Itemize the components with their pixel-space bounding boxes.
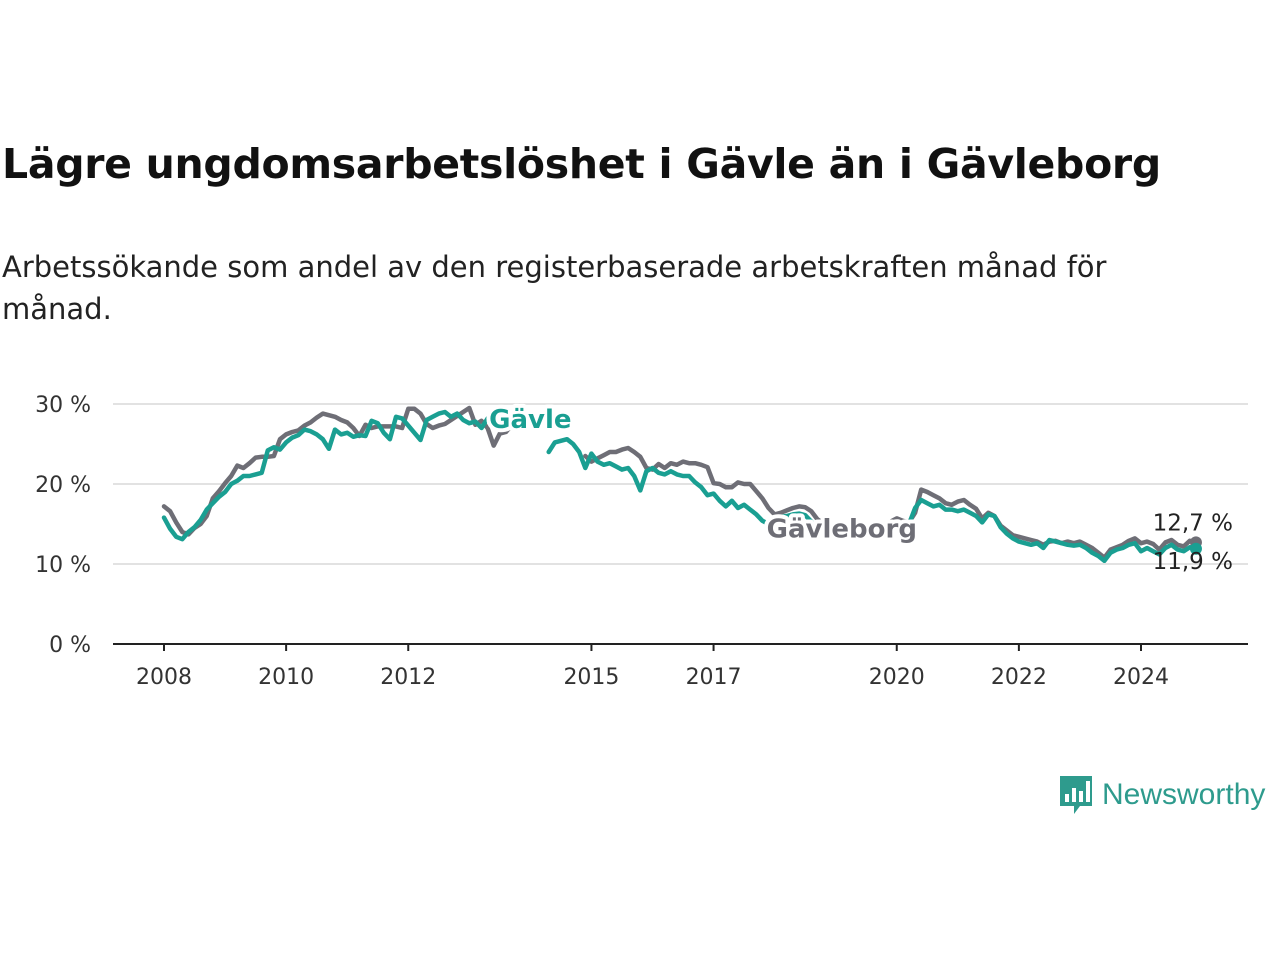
- x-tick-label: 2022: [991, 665, 1047, 690]
- series-line-gavle: [161, 409, 521, 542]
- grid-lines: [113, 403, 1248, 645]
- brand-name: Newsworthy: [1102, 778, 1266, 811]
- series-name-label-gavleborg: Gävleborg: [767, 515, 917, 545]
- series-line-gavleborg: [583, 445, 826, 526]
- y-tick-label: 20 %: [35, 473, 91, 498]
- series-name-halo-gavle: Gävle: [489, 405, 571, 435]
- x-tick-label: 2024: [1113, 665, 1169, 690]
- y-tick-label: 10 %: [35, 553, 91, 578]
- series-end-point-gavle: [1189, 542, 1202, 555]
- x-tick-label: 2020: [869, 665, 925, 690]
- x-tick-label: 2010: [258, 665, 314, 690]
- end-value-label-gavle: 11,9 %: [1153, 549, 1233, 575]
- newsworthy-icon: [1060, 776, 1092, 814]
- series-line-gavle: [546, 436, 826, 538]
- series-name-label-gavle: Gävle: [489, 405, 571, 435]
- chart-title: Lägre ungdomsarbetslöshet i Gävle än i G…: [2, 140, 1161, 188]
- x-tick-label: 2015: [563, 665, 619, 690]
- series-line-gavleborg: [161, 405, 533, 537]
- series-lines: [161, 405, 1202, 564]
- x-tick-label: 2017: [686, 665, 742, 690]
- x-tick-label: 2008: [136, 665, 192, 690]
- y-tick-label: 0 %: [49, 633, 91, 658]
- line-chart: 0 % 10 % 20 % 30 % 2008 2010 2012 2015 2017 2020…: [35, 393, 1248, 690]
- y-tick-label: 30 %: [35, 393, 91, 418]
- x-tick-label: 2012: [380, 665, 436, 690]
- series-name-halo-gavleborg: Gävleborg: [767, 515, 917, 545]
- end-value-label-gavleborg: 12,7 %: [1153, 510, 1233, 536]
- y-axis-ticks: 0 % 10 % 20 % 30 %: [35, 393, 91, 658]
- newsworthy-logo: Newsworthy: [1058, 772, 1265, 818]
- series-line-gavle: [906, 497, 1199, 564]
- x-axis-ticks: 2008 2010 2012 2015 2017 2020 2022 2024: [136, 644, 1169, 690]
- chart-subtitle: Arbetssökande som andel av den registerb…: [2, 250, 1107, 326]
